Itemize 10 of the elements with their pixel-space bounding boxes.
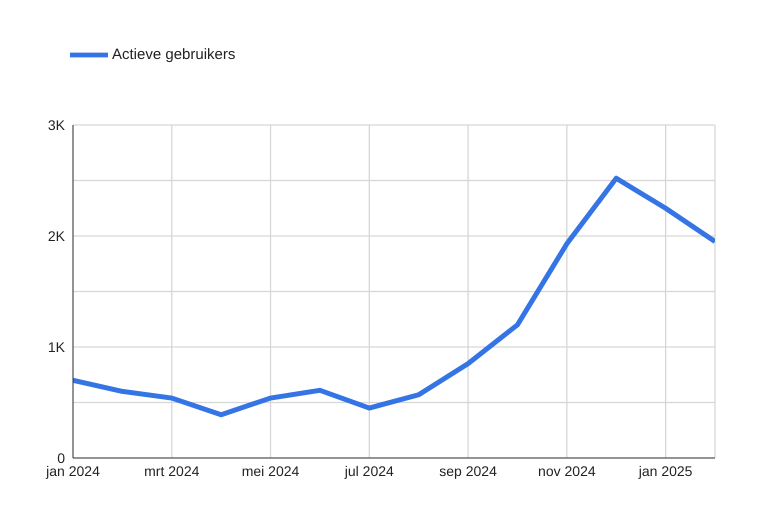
x-tick-label: sep 2024	[439, 462, 498, 479]
x-tick-label: mei 2024	[242, 462, 300, 479]
x-tick-label: jul 2024	[344, 462, 394, 479]
x-tick-label: nov 2024	[538, 462, 596, 479]
y-tick-label: 2K	[48, 228, 66, 244]
y-tick-label: 3K	[48, 116, 66, 133]
x-tick-label: mrt 2024	[144, 462, 200, 479]
x-tick-label: jan 2025	[638, 462, 693, 479]
y-tick-label: 1K	[48, 338, 66, 355]
legend-label: Actieve gebruikers	[112, 46, 236, 63]
